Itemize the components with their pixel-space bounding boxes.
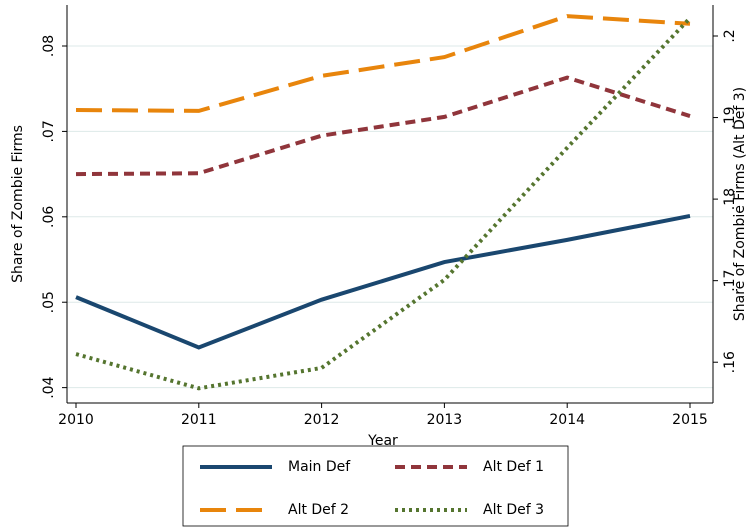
legend-label: Main Def [288,459,351,475]
y-tick-label: .08 [41,35,57,57]
series-line [75,16,692,391]
y2-tick-label: .18 [722,188,738,210]
y2-tick-label: .16 [722,351,738,373]
x-tick-label: 2013 [427,412,463,428]
series-line [75,14,691,113]
y2-tick-label: .19 [722,106,738,128]
x-tick-label: 2011 [181,412,217,428]
y-tick-label: .07 [41,120,57,142]
y-tick-label: .05 [41,291,57,313]
series-line [75,213,691,350]
legend-label: Alt Def 2 [288,502,349,518]
y2-axis-title: Share of Zombie Firms (Alt Def 3) [732,87,748,321]
y2-tick-label: .17 [722,270,738,292]
legend-box [182,445,569,527]
legend-label: Alt Def 1 [483,459,544,475]
series-line [75,75,691,177]
y2-tick-label: .2 [722,29,738,42]
x-tick-label: 2010 [58,412,94,428]
y-tick-label: .04 [41,376,57,398]
y-axis-title: Share of Zombie Firms [10,125,26,283]
y-tick-label: .06 [41,206,57,228]
x-tick-label: 2012 [304,412,340,428]
x-axis-title: Year [367,433,398,449]
x-tick-label: 2014 [549,412,585,428]
x-tick-label: 2015 [672,412,708,428]
legend-label: Alt Def 3 [483,502,544,518]
